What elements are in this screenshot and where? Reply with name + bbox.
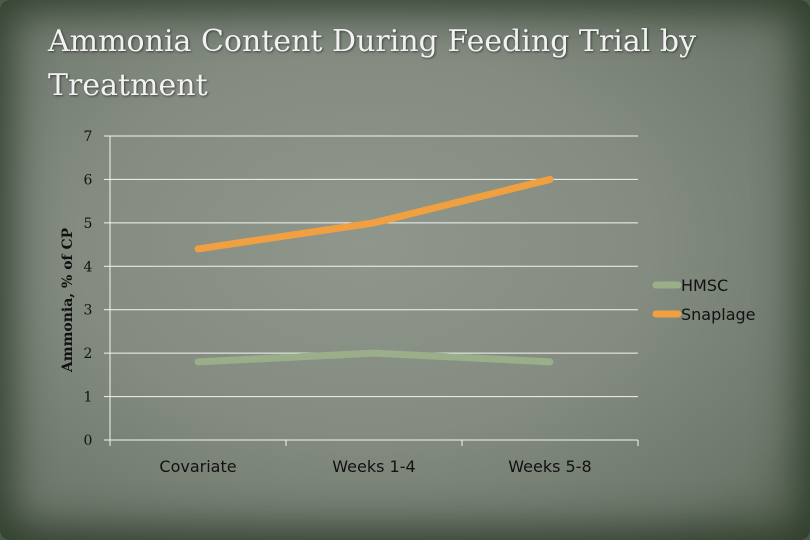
y-tick-label: 5: [84, 216, 93, 232]
y-tick-label: 2: [84, 346, 93, 362]
legend-label-hmsc: HMSC: [681, 276, 728, 295]
x-tick-label: Weeks 1-4: [332, 457, 415, 476]
y-tick-label: 7: [84, 129, 93, 145]
page-title: Ammonia Content During Feeding Trial by …: [48, 24, 697, 103]
x-tick-label: Covariate: [159, 457, 236, 476]
x-tick-label: Weeks 5-8: [508, 457, 591, 476]
y-tick-label: 6: [84, 172, 93, 188]
y-tick-label: 3: [84, 303, 93, 319]
y-tick-label: 0: [84, 433, 93, 449]
y-tick-label: 1: [84, 390, 93, 406]
legend-label-snaplage: Snaplage: [681, 305, 756, 324]
y-tick-label: 4: [84, 259, 93, 275]
series-line-snaplage: [194, 175, 554, 253]
series-line-hmsc: [194, 349, 554, 366]
y-axis-title: Ammonia, % of CP: [60, 227, 76, 373]
